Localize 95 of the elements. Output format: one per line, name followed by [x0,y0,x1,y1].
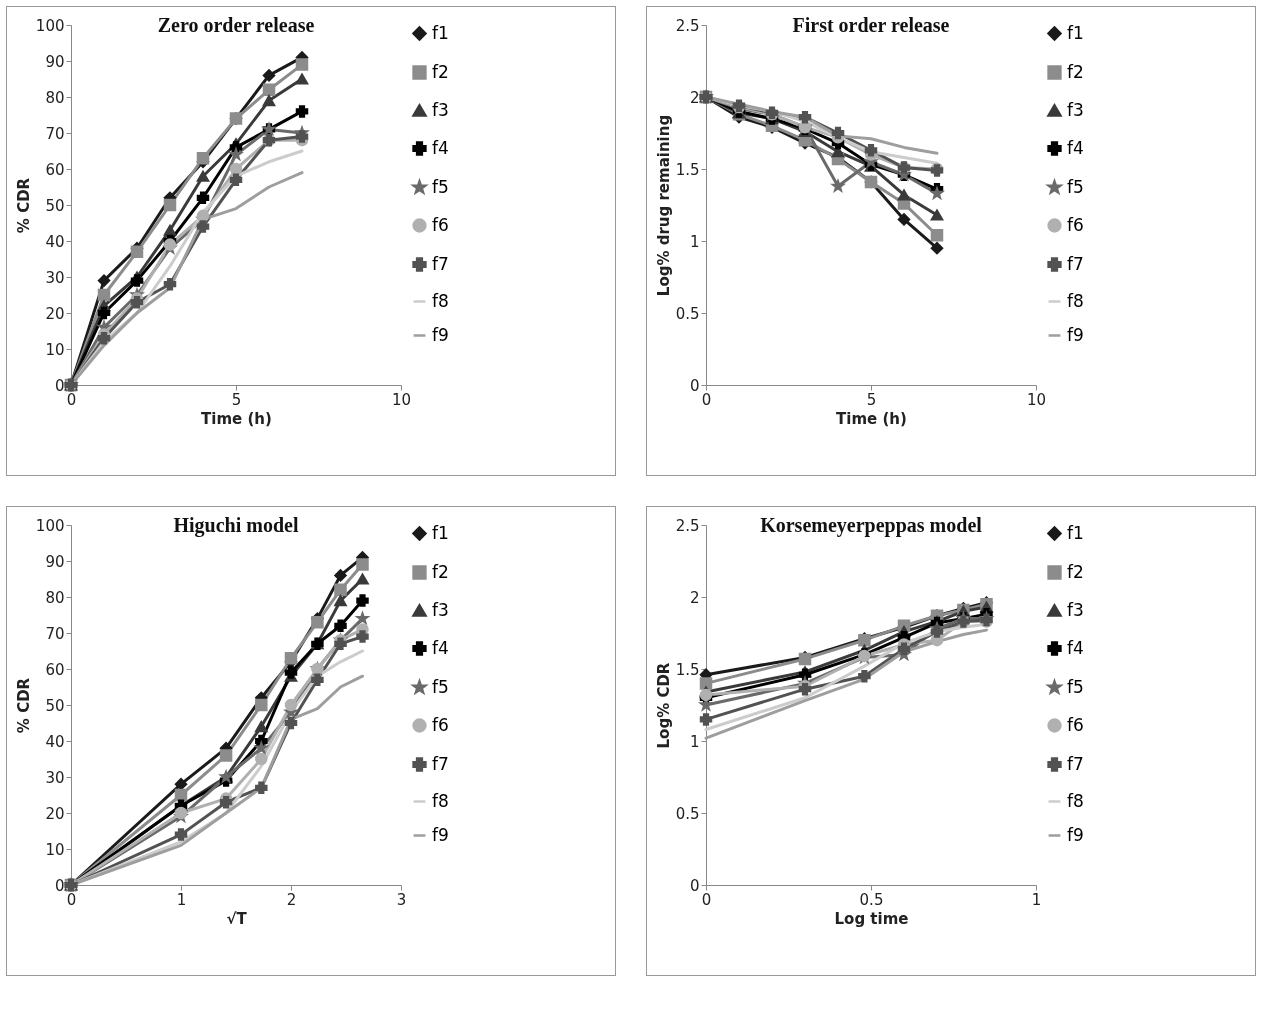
y-tick-label: 30 [45,768,65,787]
legend-label: f2 [432,561,449,582]
x-tick-label: 1 [1031,890,1042,909]
y-tick-label: 80 [45,588,65,607]
legend-label: f3 [1067,599,1084,620]
legend-label: f9 [1067,824,1084,845]
legend-label: f5 [1067,176,1084,197]
legend-label: f3 [432,99,449,120]
legend-label: f7 [432,253,449,274]
y-axis-title: % CDR [14,677,33,734]
y-tick-label: 70 [45,624,65,643]
y-axis-title: % CDR [14,177,33,234]
y-tick-label: 100 [35,16,65,35]
chart-title: Higuchi model [173,514,299,537]
legend-label: f5 [432,676,449,697]
legend-label: f7 [432,753,449,774]
x-tick-label: 10 [1026,390,1047,409]
legend-label: f8 [1067,290,1084,311]
legend-label: f3 [432,599,449,620]
y-tick-label: 0 [689,876,700,895]
x-axis-title: Time (h) [836,409,907,428]
y-tick-label: 80 [45,88,65,107]
legend-label: f1 [1067,522,1084,543]
y-tick-label: 50 [45,696,65,715]
legend-label: f5 [432,176,449,197]
legend-label: f9 [432,324,449,345]
y-tick-label: 1.5 [675,160,700,179]
y-tick-label: 20 [45,304,65,323]
x-axis-title: Log time [834,909,909,928]
legend-label: f7 [1067,753,1084,774]
y-tick-label: 60 [45,660,65,679]
x-tick-label: 0 [701,390,712,409]
y-tick-label: 10 [45,840,65,859]
y-tick-label: 20 [45,804,65,823]
y-tick-label: 0.5 [675,304,700,323]
y-tick-label: 50 [45,196,65,215]
y-tick-label: 0.5 [675,804,700,823]
legend-label: f2 [432,61,449,82]
x-tick-label: 3 [396,890,407,909]
x-tick-label: 0 [66,390,77,409]
legend-label: f3 [1067,99,1084,120]
legend-label: f9 [1067,324,1084,345]
legend-label: f6 [432,214,449,235]
y-tick-label: 0 [689,376,700,395]
legend-label: f4 [1067,637,1084,658]
chart-title: Zero order release [157,14,315,36]
x-tick-label: 10 [391,390,412,409]
y-tick-label: 2 [689,588,700,607]
x-axis-title: Time (h) [201,409,272,428]
legend-label: f9 [432,824,449,845]
legend-label: f4 [1067,137,1084,158]
legend-label: f1 [1067,22,1084,43]
legend-label: f5 [1067,676,1084,697]
legend-label: f2 [1067,61,1084,82]
y-tick-label: 30 [45,268,65,287]
legend-label: f6 [1067,214,1084,235]
y-tick-label: 1.5 [675,660,700,679]
y-tick-label: 60 [45,160,65,179]
x-tick-label: 5 [866,390,877,409]
legend-label: f8 [1067,790,1084,811]
x-tick-label: 0 [66,890,77,909]
legend-label: f4 [432,137,449,158]
y-tick-label: 2.5 [675,16,700,35]
x-tick-label: 5 [231,390,242,409]
y-tick-label: 100 [35,516,65,535]
legend-label: f1 [432,22,449,43]
legend-label: f8 [432,790,449,811]
y-tick-label: 2 [689,88,700,107]
y-tick-label: 0 [54,376,65,395]
legend-label: f1 [432,522,449,543]
y-tick-label: 1 [689,732,700,751]
y-tick-label: 40 [45,732,65,751]
x-tick-label: 0.5 [859,890,884,909]
chart-title: Korsemeyerpeppas model [760,514,983,537]
y-tick-label: 1 [689,232,700,251]
y-axis-title: Log% drug remaining [654,114,673,297]
x-tick-label: 1 [176,890,187,909]
legend-label: f8 [432,290,449,311]
legend-label: f4 [432,637,449,658]
y-tick-label: 2.5 [675,516,700,535]
legend-label: f7 [1067,253,1084,274]
x-axis-title: √T [226,909,248,928]
x-tick-label: 2 [286,890,297,909]
x-tick-label: 0 [701,890,712,909]
y-axis-title: Log% CDR [654,662,673,749]
y-tick-label: 90 [45,552,65,571]
legend-label: f6 [1067,714,1084,735]
y-tick-label: 0 [54,876,65,895]
y-tick-label: 10 [45,340,65,359]
y-tick-label: 70 [45,124,65,143]
legend-label: f2 [1067,561,1084,582]
legend-label: f6 [432,714,449,735]
y-tick-label: 90 [45,52,65,71]
chart-title: First order release [792,14,950,36]
y-tick-label: 40 [45,232,65,251]
